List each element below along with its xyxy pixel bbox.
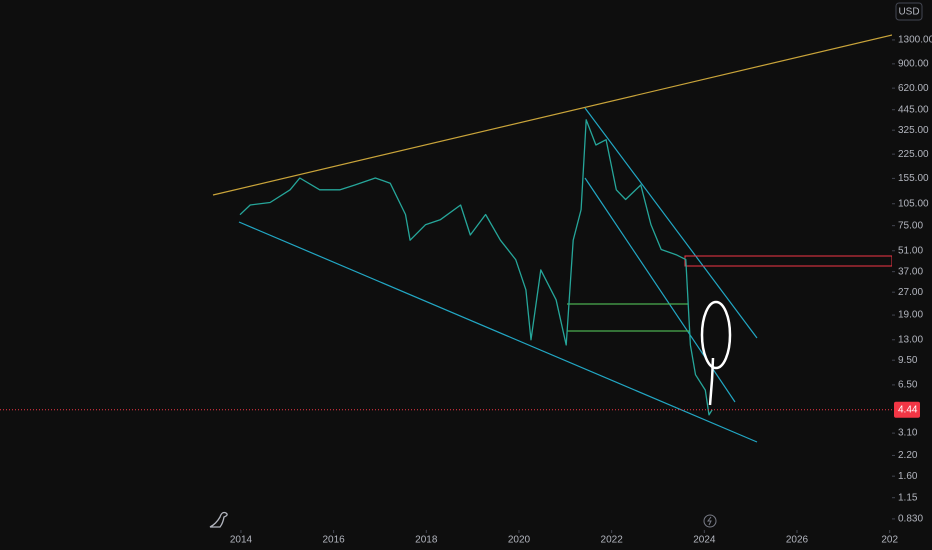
event-icon-bolt	[707, 516, 712, 526]
time-axis	[0, 530, 892, 550]
y-tick-label: 620.00	[898, 83, 929, 94]
trend-line	[212, 34, 893, 196]
trend-line	[584, 107, 758, 339]
event-icon[interactable]	[703, 514, 717, 528]
x-tick-label: 2016	[323, 535, 346, 546]
drawing-ellipse	[700, 300, 732, 370]
y-tick-label: 6.50	[898, 380, 918, 391]
last-price-badge	[894, 401, 920, 418]
y-tick-label: 1300.00	[898, 35, 932, 46]
trend-line	[238, 221, 758, 443]
x-tick-label: 2024	[693, 535, 716, 546]
y-tick-label: 19.00	[898, 310, 923, 321]
y-tick-label: 225.00	[898, 149, 929, 160]
y-tick-label: 37.00	[898, 266, 923, 277]
y-tick-label: 2.20	[898, 450, 918, 461]
x-tick-label: 2026	[786, 535, 809, 546]
y-tick-label: 13.00	[898, 334, 923, 345]
y-tick-label: 445.00	[898, 104, 929, 115]
currency-box[interactable]	[895, 2, 923, 21]
x-tick-label: 202	[881, 535, 898, 546]
y-tick-label: 0.830	[898, 514, 923, 525]
y-tick-label: 27.00	[898, 287, 923, 298]
y-tick-label: 1.15	[898, 492, 918, 503]
last-price-label: 4.44	[898, 404, 918, 415]
y-tick-label: 900.00	[898, 59, 929, 70]
drawing-stroke	[708, 357, 715, 406]
y-tick-label: 3.10	[898, 428, 918, 439]
currency-label: USD	[898, 7, 919, 18]
y-tick-label: 155.00	[898, 173, 929, 184]
y-tick-label: 51.00	[898, 245, 923, 256]
price-line	[239, 119, 713, 416]
y-tick-label: 1.60	[898, 471, 918, 482]
logo	[209, 511, 228, 528]
x-tick-label: 2020	[508, 535, 531, 546]
x-tick-label: 2018	[415, 535, 438, 546]
x-tick-label: 2014	[230, 535, 253, 546]
y-tick-label: 325.00	[898, 125, 929, 136]
price-axis	[892, 0, 932, 550]
x-tick-label: 2022	[601, 535, 624, 546]
y-tick-label: 9.50	[898, 355, 918, 366]
y-tick-label: 75.00	[898, 220, 923, 231]
y-tick-label: 105.00	[898, 198, 929, 209]
